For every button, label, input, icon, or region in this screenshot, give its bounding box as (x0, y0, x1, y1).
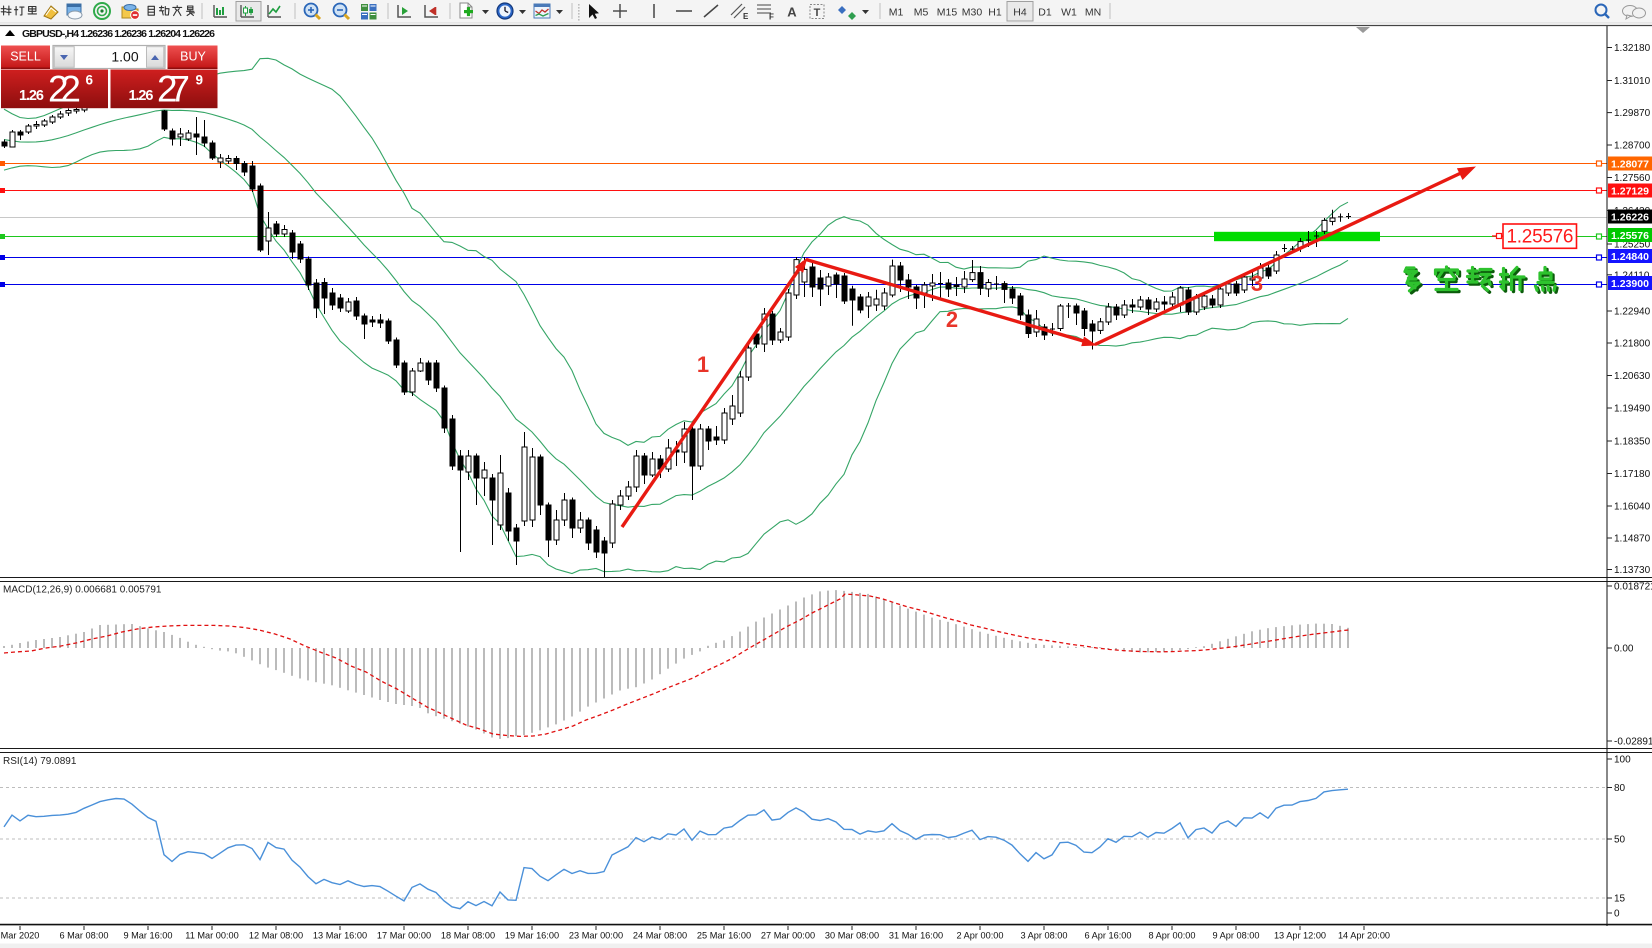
svg-text:1.25576: 1.25576 (1611, 230, 1649, 242)
svg-text:H4: H4 (1013, 7, 1027, 19)
svg-text:1.22940: 1.22940 (1614, 307, 1651, 318)
svg-text:-0.028913: -0.028913 (1614, 737, 1652, 748)
svg-text:1.26: 1.26 (129, 88, 154, 104)
svg-text:6: 6 (86, 73, 94, 88)
svg-text:15: 15 (1614, 894, 1626, 905)
svg-text:1.32180: 1.32180 (1614, 43, 1651, 54)
svg-text:SELL: SELL (10, 50, 41, 64)
svg-text:27: 27 (157, 69, 190, 110)
svg-text:1.27129: 1.27129 (1611, 186, 1649, 198)
svg-text:GBPUSD-,H4 1.26236 1.26236 1.: GBPUSD-,H4 1.26236 1.26236 1.26204 1.262… (22, 28, 215, 40)
svg-text:14 Apr 20:00: 14 Apr 20:00 (1338, 931, 1390, 941)
svg-text:E: E (743, 12, 749, 21)
svg-text:Mar 2020: Mar 2020 (1, 931, 40, 941)
svg-text:1.20630: 1.20630 (1614, 371, 1651, 382)
svg-text:T: T (814, 7, 821, 19)
svg-text:1.18350: 1.18350 (1614, 437, 1651, 448)
svg-text:MN: MN (1085, 7, 1101, 19)
svg-text:2: 2 (946, 307, 958, 332)
svg-text:M1: M1 (889, 7, 904, 19)
svg-text:50: 50 (1614, 835, 1626, 846)
svg-text:M15: M15 (937, 7, 958, 19)
svg-text:1.27560: 1.27560 (1614, 173, 1651, 184)
svg-text:30 Mar 08:00: 30 Mar 08:00 (825, 931, 879, 941)
svg-text:1.13730: 1.13730 (1614, 565, 1651, 576)
svg-text:13 Apr 12:00: 13 Apr 12:00 (1274, 931, 1326, 941)
svg-text:0.018721: 0.018721 (1614, 582, 1652, 593)
svg-text:1.16040: 1.16040 (1614, 502, 1651, 513)
svg-text:22: 22 (48, 69, 81, 110)
svg-text:M30: M30 (962, 7, 983, 19)
svg-text:80: 80 (1614, 783, 1626, 794)
svg-text:1.25250: 1.25250 (1614, 240, 1651, 251)
svg-text:1.23900: 1.23900 (1611, 278, 1649, 290)
svg-text:9 Apr 08:00: 9 Apr 08:00 (1213, 931, 1260, 941)
svg-text:100: 100 (1614, 755, 1631, 766)
svg-text:H1: H1 (988, 7, 1002, 19)
svg-text:F: F (769, 13, 774, 22)
svg-text:24 Mar 08:00: 24 Mar 08:00 (633, 931, 687, 941)
svg-text:3: 3 (1251, 271, 1263, 296)
svg-text:1.24110: 1.24110 (1614, 270, 1650, 281)
svg-text:2 Apr 00:00: 2 Apr 00:00 (957, 931, 1004, 941)
svg-text:27 Mar 00:00: 27 Mar 00:00 (761, 931, 815, 941)
svg-text:D1: D1 (1038, 7, 1052, 19)
svg-text:MACD(12,26,9) 0.006681 0.00579: MACD(12,26,9) 0.006681 0.005791 (3, 585, 162, 596)
svg-text:0: 0 (1614, 909, 1620, 920)
svg-text:1.25576: 1.25576 (1507, 227, 1574, 248)
svg-text:0.00: 0.00 (1614, 644, 1634, 655)
svg-text:A: A (787, 5, 797, 20)
svg-text:13 Mar 16:00: 13 Mar 16:00 (313, 931, 367, 941)
svg-text:1.21800: 1.21800 (1614, 339, 1651, 350)
svg-text:9: 9 (196, 73, 204, 88)
svg-text:1.28077: 1.28077 (1611, 159, 1649, 171)
svg-text:31 Mar 16:00: 31 Mar 16:00 (889, 931, 943, 941)
svg-text:1.17180: 1.17180 (1614, 469, 1651, 480)
svg-text:1.26: 1.26 (19, 88, 44, 104)
svg-text:18 Mar 08:00: 18 Mar 08:00 (441, 931, 495, 941)
svg-text:RSI(14) 79.0891: RSI(14) 79.0891 (3, 756, 77, 767)
svg-text:M5: M5 (914, 7, 929, 19)
svg-text:BUY: BUY (180, 50, 206, 64)
svg-text:1.24840: 1.24840 (1611, 251, 1649, 263)
svg-text:1.28700: 1.28700 (1614, 141, 1651, 152)
svg-text:1.31010: 1.31010 (1614, 76, 1651, 87)
svg-text:19 Mar 16:00: 19 Mar 16:00 (505, 931, 559, 941)
svg-text:11 Mar 00:00: 11 Mar 00:00 (185, 931, 238, 941)
svg-text:8 Apr 00:00: 8 Apr 00:00 (1149, 931, 1196, 941)
svg-text:9 Mar 16:00: 9 Mar 16:00 (123, 931, 172, 941)
svg-text:1.14870: 1.14870 (1614, 534, 1651, 545)
svg-text:W1: W1 (1061, 7, 1077, 19)
svg-text:6 Mar 08:00: 6 Mar 08:00 (59, 931, 108, 941)
svg-text:1.29870: 1.29870 (1614, 108, 1651, 119)
svg-text:25 Mar 16:00: 25 Mar 16:00 (697, 931, 751, 941)
svg-text:12 Mar 08:00: 12 Mar 08:00 (249, 931, 303, 941)
svg-text:17 Mar 00:00: 17 Mar 00:00 (377, 931, 431, 941)
svg-text:6 Apr 16:00: 6 Apr 16:00 (1085, 931, 1132, 941)
svg-text:1: 1 (697, 352, 709, 377)
svg-text:1.00: 1.00 (111, 49, 138, 65)
svg-text:1.26226: 1.26226 (1611, 212, 1649, 224)
svg-text:23 Mar 00:00: 23 Mar 00:00 (569, 931, 623, 941)
svg-text:1.19490: 1.19490 (1614, 404, 1651, 415)
svg-text:3 Apr 08:00: 3 Apr 08:00 (1021, 931, 1068, 941)
